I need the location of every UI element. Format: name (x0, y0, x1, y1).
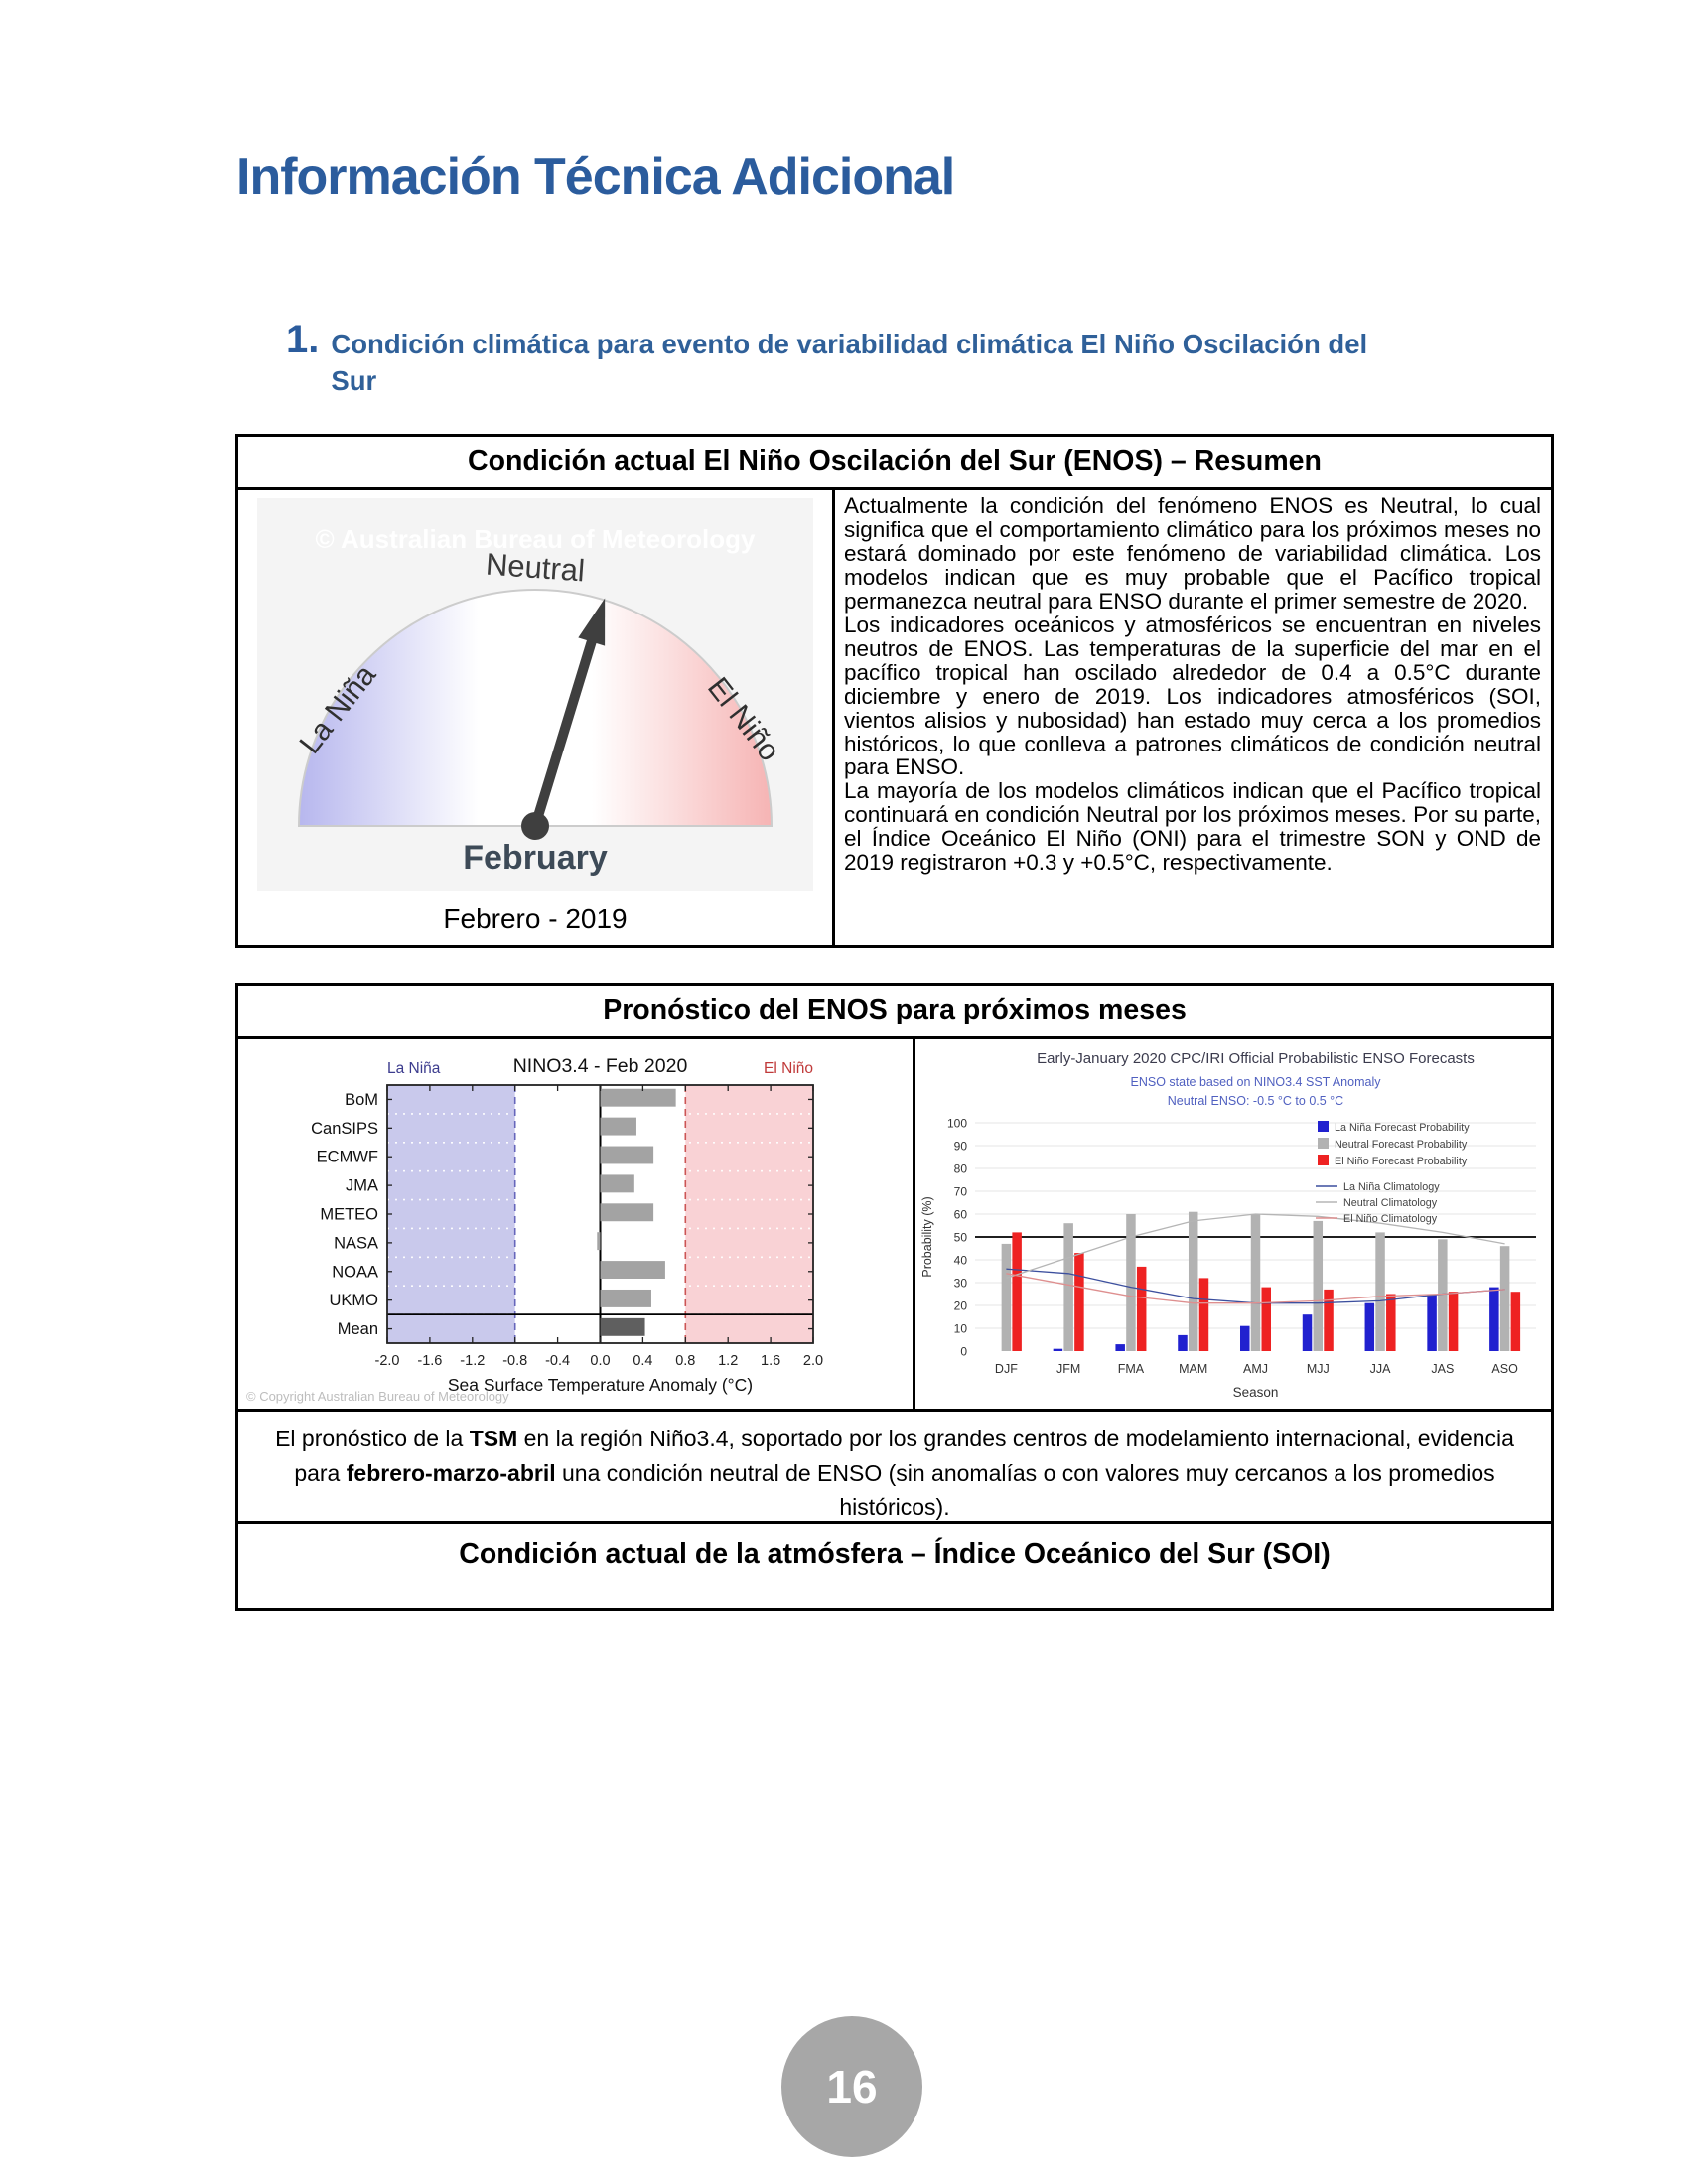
svg-text:AMJ: AMJ (1243, 1362, 1268, 1376)
svg-text:40: 40 (954, 1254, 968, 1268)
svg-text:UKMO: UKMO (330, 1292, 379, 1309)
summary-box-title: Condición actual El Niño Oscilación del … (238, 437, 1551, 490)
svg-text:100: 100 (947, 1117, 967, 1131)
svg-text:JMA: JMA (346, 1177, 378, 1195)
svg-text:NASA: NASA (334, 1234, 378, 1252)
caption-text: en la región Niño3.4, soportado por los … (294, 1426, 1514, 1486)
caption-bold-months: febrero-marzo-abril (346, 1459, 556, 1486)
svg-text:El Niño Climatology: El Niño Climatology (1343, 1213, 1438, 1225)
svg-text:2.0: 2.0 (803, 1353, 823, 1369)
svg-text:ASO: ASO (1491, 1362, 1518, 1376)
caption-bold-tsm: TSM (469, 1426, 518, 1451)
nino34-model-chart: BoM CanSIPS ECMWF JMA METEO NASA NOAA UKMO Mean -… (238, 1039, 915, 1409)
summary-paragraph: La mayoría de los modelos climáticos ind… (844, 778, 1541, 876)
svg-text:La Niña: La Niña (387, 1060, 441, 1077)
svg-text:1.6: 1.6 (761, 1353, 780, 1369)
svg-text:ENSO state based on NINO3.4 SS: ENSO state based on NINO3.4 SST Anomaly (1131, 1075, 1382, 1089)
svg-text:50: 50 (954, 1231, 968, 1245)
svg-text:10: 10 (954, 1322, 968, 1336)
gauge-needle (521, 598, 606, 840)
svg-text:La Niña Forecast Probability: La Niña Forecast Probability (1335, 1122, 1470, 1134)
svg-text:© Copyright Australian Bureau: © Copyright Australian Bureau of Meteoro… (246, 1389, 509, 1404)
svg-text:Probability (%): Probability (%) (920, 1196, 934, 1277)
section-title: Condición climática para evento de varia… (331, 329, 1368, 397)
gauge-month-label: February (463, 839, 608, 877)
svg-text:DJF: DJF (995, 1362, 1018, 1376)
svg-text:20: 20 (954, 1299, 968, 1313)
svg-text:0.4: 0.4 (633, 1353, 652, 1369)
page-title: Información Técnica Adicional (236, 148, 955, 205)
page-number: 16 (826, 2061, 878, 2113)
svg-text:ECMWF: ECMWF (317, 1149, 378, 1166)
svg-text:FMA: FMA (1118, 1362, 1145, 1376)
svg-text:0.0: 0.0 (590, 1353, 610, 1369)
summary-text: Actualmente la condición del fenómeno EN… (835, 490, 1551, 945)
svg-text:1.2: 1.2 (718, 1353, 738, 1369)
svg-text:-2.0: -2.0 (375, 1353, 400, 1369)
gauge-watermark: © Australian Bureau of Meteorology (315, 524, 756, 554)
svg-text:JFM: JFM (1056, 1362, 1080, 1376)
section-number: 1. (286, 318, 320, 361)
svg-text:BoM: BoM (345, 1091, 378, 1109)
svg-text:El Niño: El Niño (764, 1060, 813, 1077)
svg-text:MJJ: MJJ (1307, 1362, 1330, 1376)
svg-text:Neutral Climatology: Neutral Climatology (1343, 1197, 1438, 1209)
svg-text:JAS: JAS (1431, 1362, 1454, 1376)
caption-text: una condición neutral de ENSO (sin anoma… (555, 1459, 1495, 1521)
svg-text:Neutral ENSO: -0.5 °C to 0.5 °: Neutral ENSO: -0.5 °C to 0.5 °C (1168, 1094, 1343, 1108)
svg-text:MAM: MAM (1179, 1362, 1207, 1376)
svg-text:CanSIPS: CanSIPS (311, 1120, 378, 1138)
svg-text:0: 0 (960, 1345, 967, 1359)
svg-text:60: 60 (954, 1208, 968, 1222)
summary-paragraph: Actualmente la condición del fenómeno EN… (844, 493, 1541, 614)
soi-box-title: Condición actual de la atmósfera – Índic… (459, 1538, 1331, 1570)
svg-text:70: 70 (954, 1185, 968, 1199)
forecast-caption: El pronóstico de la TSM en la región Niñ… (238, 1409, 1551, 1541)
forecast-box-title: Pronóstico del ENOS para próximos meses (238, 986, 1551, 1039)
cpc-iri-probability-chart: Early-January 2020 CPC/IRI Official Prob… (915, 1039, 1554, 1409)
forecast-box: Pronóstico del ENOS para próximos meses … (235, 983, 1554, 1544)
gauge-semicircle (297, 589, 774, 827)
svg-text:Neutral Forecast Probability: Neutral Forecast Probability (1335, 1139, 1468, 1151)
svg-text:0.8: 0.8 (675, 1353, 695, 1369)
svg-text:-1.6: -1.6 (417, 1353, 442, 1369)
svg-text:30: 30 (954, 1277, 968, 1291)
caption-text: El pronóstico de la (275, 1426, 470, 1451)
svg-text:Early-January 2020 CPC/IRI Off: Early-January 2020 CPC/IRI Official Prob… (1037, 1050, 1475, 1067)
soi-box: Condición actual de la atmósfera – Índic… (235, 1521, 1554, 1611)
gauge-caption: Febrero - 2019 (443, 903, 628, 934)
svg-text:Sea Surface Temperature Anomal: Sea Surface Temperature Anomaly (°C) (448, 1375, 753, 1395)
svg-text:80: 80 (954, 1162, 968, 1176)
svg-text:90: 90 (954, 1140, 968, 1154)
svg-text:JJA: JJA (1370, 1362, 1392, 1376)
svg-text:-0.8: -0.8 (502, 1353, 527, 1369)
page-number-badge: 16 (781, 2016, 922, 2157)
svg-text:Season: Season (1233, 1385, 1279, 1400)
svg-text:NINO3.4 - Feb 2020: NINO3.4 - Feb 2020 (513, 1055, 688, 1077)
svg-text:El Niño Forecast Probability: El Niño Forecast Probability (1335, 1156, 1468, 1167)
summary-box: Condición actual El Niño Oscilación del … (235, 434, 1554, 948)
section-heading: 1. Condición climática para evento de va… (286, 320, 1368, 399)
enso-gauge-image: © Australian Bureau of Meteorology Neutr… (257, 498, 813, 891)
summary-paragraph: Los indicadores oceánicos y atmosféricos… (844, 612, 1541, 780)
svg-text:La Niña Climatology: La Niña Climatology (1343, 1181, 1440, 1193)
enso-gauge-graphic (297, 589, 774, 840)
svg-text:NOAA: NOAA (332, 1263, 378, 1281)
enso-gauge-panel: © Australian Bureau of Meteorology Neutr… (238, 490, 835, 945)
svg-text:-0.4: -0.4 (545, 1353, 570, 1369)
svg-text:METEO: METEO (320, 1206, 378, 1224)
svg-text:Mean: Mean (338, 1320, 378, 1338)
svg-text:-1.2: -1.2 (460, 1353, 485, 1369)
